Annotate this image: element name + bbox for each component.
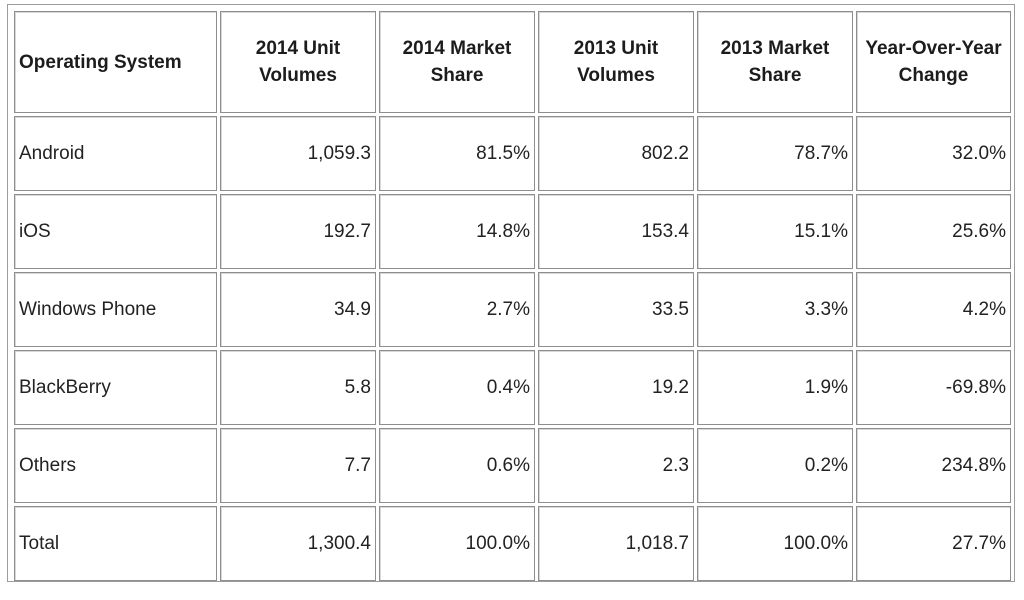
cell-2014-market-share: 14.8% (379, 194, 535, 269)
cell-2013-market-share: 15.1% (697, 194, 853, 269)
cell-2013-market-share: 100.0% (697, 506, 853, 581)
header-2013-unit-volumes: 2013 Unit Volumes (538, 11, 694, 113)
cell-2013-unit-volumes: 1,018.7 (538, 506, 694, 581)
cell-2013-unit-volumes: 802.2 (538, 116, 694, 191)
cell-2014-market-share: 0.6% (379, 428, 535, 503)
cell-2013-market-share: 0.2% (697, 428, 853, 503)
table-row-blackberry: BlackBerry 5.8 0.4% 19.2 1.9% -69.8% (14, 350, 1011, 425)
header-row: Operating System 2014 Unit Volumes 2014 … (14, 11, 1011, 113)
table-row-windows-phone: Windows Phone 34.9 2.7% 33.5 3.3% 4.2% (14, 272, 1011, 347)
cell-os-name: Android (14, 116, 217, 191)
cell-2013-market-share: 3.3% (697, 272, 853, 347)
header-2014-unit-volumes: 2014 Unit Volumes (220, 11, 376, 113)
cell-2013-market-share: 1.9% (697, 350, 853, 425)
cell-2014-market-share: 100.0% (379, 506, 535, 581)
cell-2014-market-share: 81.5% (379, 116, 535, 191)
cell-os-name: Windows Phone (14, 272, 217, 347)
cell-os-name: iOS (14, 194, 217, 269)
cell-2014-market-share: 2.7% (379, 272, 535, 347)
os-market-share-table: Operating System 2014 Unit Volumes 2014 … (11, 8, 1014, 584)
table-row-android: Android 1,059.3 81.5% 802.2 78.7% 32.0% (14, 116, 1011, 191)
header-2014-market-share: 2014 Market Share (379, 11, 535, 113)
cell-os-name: BlackBerry (14, 350, 217, 425)
cell-2013-market-share: 78.7% (697, 116, 853, 191)
cell-2014-unit-volumes: 7.7 (220, 428, 376, 503)
cell-2014-unit-volumes: 5.8 (220, 350, 376, 425)
cell-2014-unit-volumes: 1,300.4 (220, 506, 376, 581)
cell-year-over-year-change: 27.7% (856, 506, 1011, 581)
table-frame: Operating System 2014 Unit Volumes 2014 … (7, 4, 1015, 582)
header-operating-system: Operating System (14, 11, 217, 113)
cell-year-over-year-change: -69.8% (856, 350, 1011, 425)
header-2013-market-share: 2013 Market Share (697, 11, 853, 113)
cell-year-over-year-change: 234.8% (856, 428, 1011, 503)
cell-2013-unit-volumes: 19.2 (538, 350, 694, 425)
table-row-ios: iOS 192.7 14.8% 153.4 15.1% 25.6% (14, 194, 1011, 269)
table-row-others: Others 7.7 0.6% 2.3 0.2% 234.8% (14, 428, 1011, 503)
cell-2014-unit-volumes: 1,059.3 (220, 116, 376, 191)
cell-2013-unit-volumes: 153.4 (538, 194, 694, 269)
cell-2013-unit-volumes: 2.3 (538, 428, 694, 503)
cell-2014-market-share: 0.4% (379, 350, 535, 425)
cell-os-name: Others (14, 428, 217, 503)
cell-2014-unit-volumes: 192.7 (220, 194, 376, 269)
cell-year-over-year-change: 4.2% (856, 272, 1011, 347)
cell-2014-unit-volumes: 34.9 (220, 272, 376, 347)
table-row-total: Total 1,300.4 100.0% 1,018.7 100.0% 27.7… (14, 506, 1011, 581)
cell-year-over-year-change: 25.6% (856, 194, 1011, 269)
header-year-over-year-change: Year-Over-Year Change (856, 11, 1011, 113)
cell-year-over-year-change: 32.0% (856, 116, 1011, 191)
cell-2013-unit-volumes: 33.5 (538, 272, 694, 347)
cell-os-name: Total (14, 506, 217, 581)
